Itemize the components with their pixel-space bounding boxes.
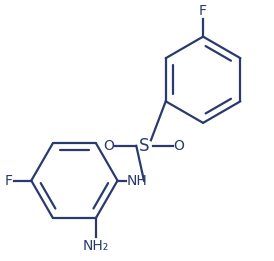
Text: S: S xyxy=(139,137,149,155)
Text: O: O xyxy=(173,139,184,153)
Text: O: O xyxy=(104,139,115,153)
Text: F: F xyxy=(4,174,13,188)
Text: NH₂: NH₂ xyxy=(83,239,109,253)
Text: NH: NH xyxy=(127,174,147,188)
Text: F: F xyxy=(199,4,207,18)
